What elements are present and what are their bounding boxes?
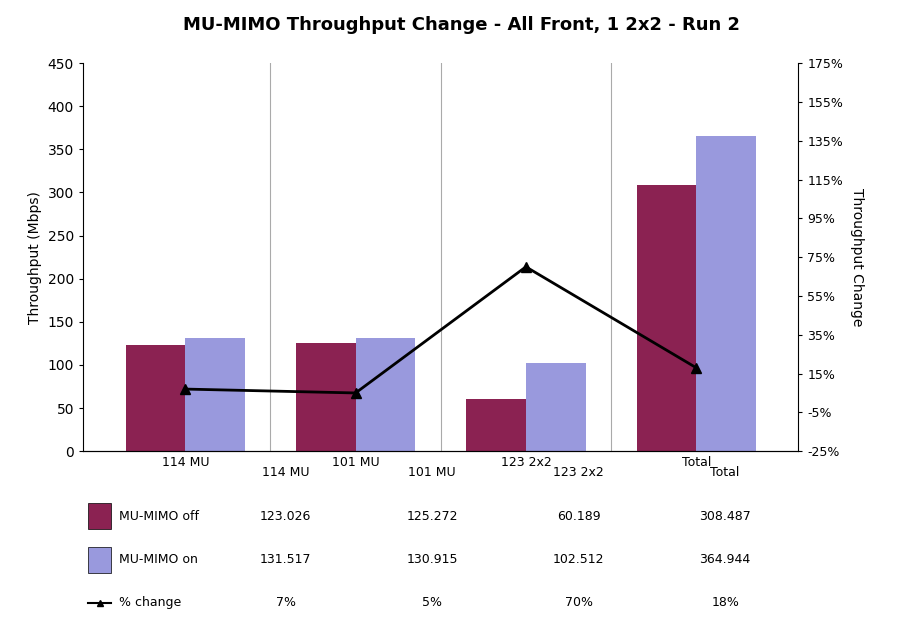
Text: MU-MIMO off: MU-MIMO off: [119, 510, 199, 522]
Text: 102.512: 102.512: [553, 553, 605, 566]
Y-axis label: Throughput Change: Throughput Change: [850, 188, 864, 326]
Text: 130.915: 130.915: [406, 553, 458, 566]
Text: 114 MU: 114 MU: [262, 466, 309, 480]
Bar: [696, 136, 756, 451]
Text: 364.944: 364.944: [700, 553, 750, 566]
Bar: [89, 546, 112, 573]
Text: 101 MU: 101 MU: [408, 466, 456, 480]
Bar: [466, 399, 526, 451]
Text: 5%: 5%: [422, 596, 442, 610]
Text: Total: Total: [711, 466, 740, 480]
Y-axis label: Throughput (Mbps): Throughput (Mbps): [28, 191, 42, 324]
Bar: [296, 343, 355, 451]
Text: % change: % change: [119, 596, 182, 610]
Bar: [186, 338, 245, 451]
Text: 123 2x2: 123 2x2: [553, 466, 604, 480]
Text: 60.189: 60.189: [557, 510, 601, 522]
Text: 125.272: 125.272: [406, 510, 458, 522]
Bar: [355, 338, 415, 451]
Text: MU-MIMO Throughput Change - All Front, 1 2x2 - Run 2: MU-MIMO Throughput Change - All Front, 1…: [183, 16, 740, 34]
Bar: [89, 504, 112, 529]
Text: 7%: 7%: [276, 596, 295, 610]
Bar: [637, 185, 696, 451]
Text: 70%: 70%: [565, 596, 593, 610]
Text: MU-MIMO on: MU-MIMO on: [119, 553, 198, 566]
Text: 18%: 18%: [712, 596, 739, 610]
Text: 123.026: 123.026: [260, 510, 311, 522]
Bar: [126, 345, 186, 451]
Text: 308.487: 308.487: [700, 510, 751, 522]
Text: 131.517: 131.517: [259, 553, 311, 566]
Bar: [526, 363, 585, 451]
